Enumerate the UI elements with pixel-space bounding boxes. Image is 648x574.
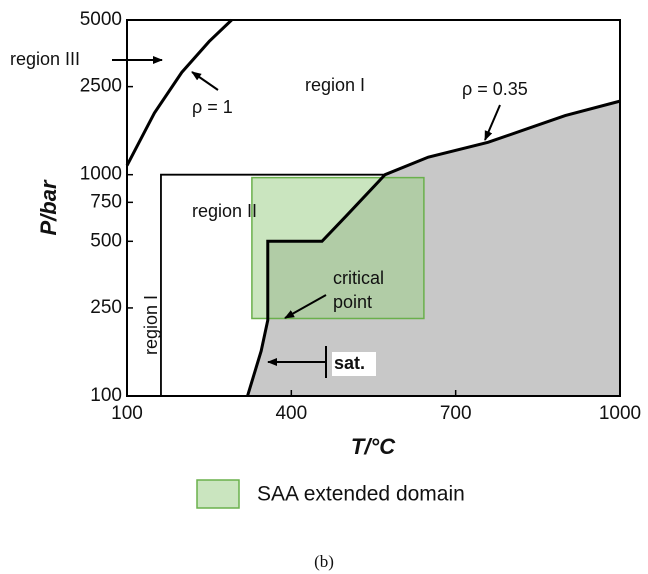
y-tick-label: 500 [90, 230, 122, 251]
y-tick-label: 100 [90, 385, 122, 406]
curve [125, 18, 233, 167]
annotation: point [333, 292, 372, 312]
y-tick-label: 1000 [80, 164, 122, 185]
y-tick-label: 2500 [80, 76, 122, 97]
x-tick-label: 1000 [599, 403, 641, 424]
annotation: region I [305, 75, 365, 95]
annotation: region I [141, 295, 161, 355]
y-axis-label: P/bar [36, 179, 61, 235]
annotation-arrow [284, 294, 327, 319]
annotation: region II [192, 201, 257, 221]
legend-swatch [196, 479, 240, 509]
region-fill [247, 101, 620, 396]
plot-area [125, 18, 621, 397]
annotation: sat. [334, 353, 365, 373]
annotation: region III [10, 49, 80, 69]
x-tick-label: 700 [440, 403, 472, 424]
saa-domain [251, 176, 425, 320]
plot-frame [126, 19, 621, 397]
legend-label: SAA extended domain [257, 483, 465, 506]
y-tick-label: 250 [90, 297, 122, 318]
annotation: ρ = 0.35 [462, 79, 528, 99]
x-tick-label: 400 [275, 403, 307, 424]
y-tick-label: 5000 [80, 9, 122, 30]
label-bg [332, 352, 376, 376]
x-axis-label: T/°C [351, 434, 396, 459]
caption: (b) [314, 552, 334, 571]
y-tick-label: 750 [90, 191, 122, 212]
annotation: ρ = 1 [192, 97, 233, 117]
curve [246, 99, 621, 397]
annotation-arrow [191, 71, 219, 91]
curve [160, 173, 386, 396]
x-tick-label: 100 [111, 403, 143, 424]
annotation: critical [333, 268, 384, 288]
annotation-arrow [484, 104, 501, 141]
